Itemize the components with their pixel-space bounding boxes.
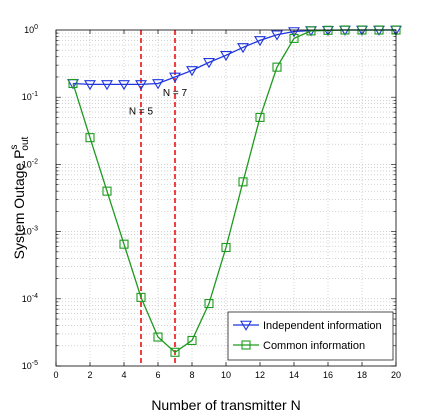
data-point [220,51,232,62]
y-axis-label-sub: out [20,136,31,150]
x-tick-label: 16 [323,370,333,380]
x-tick-label: 8 [189,370,194,380]
data-point [187,335,197,345]
x-tick-label: 10 [221,370,231,380]
axes [55,29,397,367]
data-point [101,80,113,91]
y-axis-label-sup: s [9,145,20,150]
x-tick-label: 12 [255,370,265,380]
legend-marker [240,320,252,331]
y-tick-label: 10-2 [22,158,38,169]
data-point [289,33,299,43]
y-tick-label: 100 [24,24,38,35]
data-point [68,78,78,89]
y-tick-label: 10-4 [22,293,38,304]
data-point [169,72,181,83]
legend-box [227,311,394,361]
data-point [102,186,112,196]
x-tick-label: 18 [357,370,367,380]
data-point [153,332,163,342]
vline-label-n5: N = 5 [129,107,154,118]
data-point [271,30,283,41]
x-tick-label: 14 [289,370,299,380]
legend-marker [241,340,251,350]
x-tick-label: 6 [155,370,160,380]
legend-item: Independent information [233,320,382,332]
data-point [237,43,249,54]
data-point [118,80,130,91]
tick-labels: 0 2 4 6 8 10 12 14 16 18 20 100 10-1 10-2 10-3 10-4 10-5 [22,24,401,380]
vline-label-n7: N = 7 [163,88,188,99]
data-point [221,242,231,253]
y-tick-label: 10-5 [22,360,38,371]
reference-lines: N = 5 N = 7 [129,30,188,366]
x-tick-label: 20 [391,370,401,380]
data-point [170,347,180,357]
data-point [186,66,198,77]
data-point [84,80,96,91]
y-axis-label: System Outage Psout [9,136,31,259]
x-axis-label: Number of transmitter N [151,397,300,413]
data-point [238,177,248,187]
grid [56,30,396,366]
legend-label: Common information [263,340,365,352]
data-point [119,239,129,249]
data-point [306,26,316,36]
legend: Independent information Common informatio… [227,311,394,361]
x-tick-label: 0 [53,370,58,380]
data-point [85,133,95,143]
data-point [135,80,147,91]
data-point [255,112,265,122]
y-axis-label-main: System Outage P [11,150,27,260]
x-tick-label: 4 [121,370,126,380]
data-point [203,58,215,69]
data-point [254,36,266,47]
data-point [152,79,164,90]
data-point [272,62,282,72]
legend-item: Common information [233,340,365,352]
legend-label: Independent information [263,320,382,332]
data-point [136,292,146,302]
y-tick-label: 10-3 [22,226,38,237]
x-tick-label: 2 [87,370,92,380]
data-point [204,298,214,309]
y-tick-label: 10-1 [22,91,38,102]
data-point [288,27,300,38]
